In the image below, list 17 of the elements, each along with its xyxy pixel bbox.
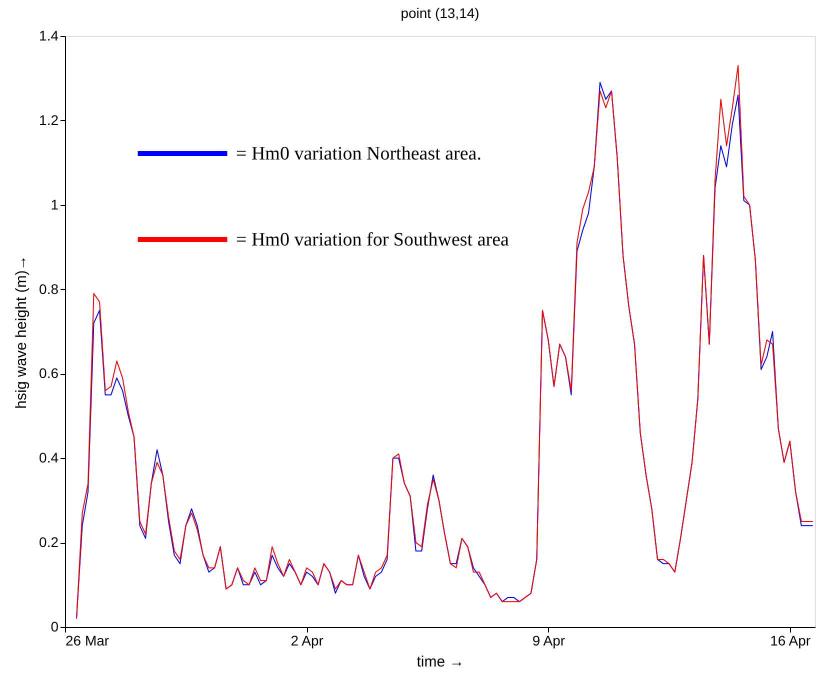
x-tick-label: 9 Apr (532, 632, 566, 648)
y-tick-label: 1 (50, 196, 59, 212)
x-axis-title: time → (416, 654, 464, 670)
chart-title: point (13,14) (400, 5, 480, 21)
legend-label: = Hm0 variation for Southwest area (236, 230, 510, 250)
y-tick-label: 1.4 (39, 28, 59, 44)
y-tick-label: 0.6 (39, 365, 59, 382)
x-tick-label: 26 Mar (66, 632, 110, 648)
y-tick-label: 0.8 (39, 280, 59, 297)
y-tick-label: 0 (50, 618, 59, 634)
y-axis-title: hsig wave height (m)→ (13, 255, 30, 409)
y-tick-label: 1.2 (39, 112, 59, 128)
y-tick-label: 0.2 (39, 534, 59, 550)
legend-label: = Hm0 variation Northeast area. (236, 144, 482, 164)
y-tick-label: 0.4 (39, 450, 59, 466)
x-tick-label: 2 Apr (290, 632, 324, 648)
x-tick-label: 16 Apr (770, 632, 811, 648)
